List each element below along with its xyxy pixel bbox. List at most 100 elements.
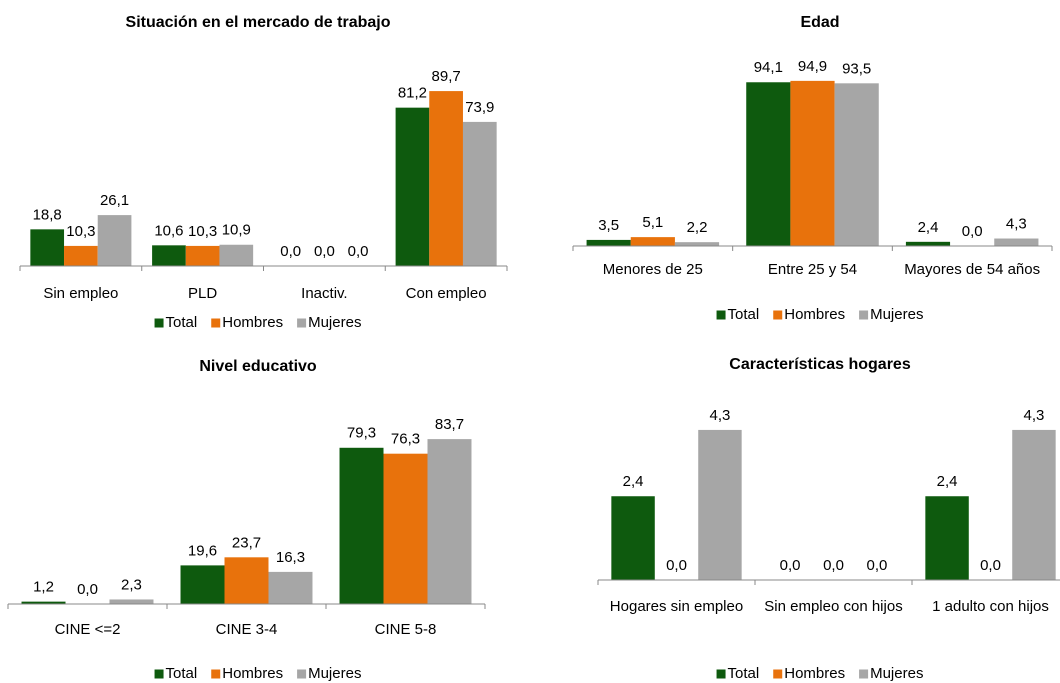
data-label: 10,9 xyxy=(222,222,251,239)
bar xyxy=(109,599,154,604)
legend-swatch xyxy=(211,669,221,679)
data-label: 0,0 xyxy=(77,581,98,598)
bar xyxy=(427,439,472,604)
bar xyxy=(429,91,463,267)
bar xyxy=(790,80,835,247)
x-tick-label: CINE 5-8 xyxy=(374,621,437,638)
x-tick-label: Hogares sin empleo xyxy=(609,598,744,615)
data-label: 4,3 xyxy=(1024,407,1045,424)
bar xyxy=(97,215,132,266)
data-label: 94,9 xyxy=(798,58,827,75)
legend-swatch xyxy=(773,669,783,679)
legend-label: Mujeres xyxy=(870,665,923,682)
data-label: 79,3 xyxy=(347,425,376,442)
x-tick-label: Menores de 25 xyxy=(602,261,703,278)
bar xyxy=(586,239,631,246)
x-tick-label: Con empleo xyxy=(405,285,487,302)
bar xyxy=(30,229,65,266)
bar xyxy=(1012,429,1056,580)
chart-title: Situación en el mercado de trabajo xyxy=(126,14,391,31)
legend-swatch xyxy=(297,318,307,328)
legend-swatch xyxy=(859,310,869,320)
bar xyxy=(994,238,1039,246)
legend-swatch xyxy=(154,669,164,679)
data-label: 0,0 xyxy=(962,223,983,240)
legend-swatch xyxy=(859,669,869,679)
chart-title: Características hogares xyxy=(729,356,911,373)
data-label: 0,0 xyxy=(867,557,888,574)
bar xyxy=(630,237,675,246)
x-tick-label: Sin empleo xyxy=(43,285,119,302)
x-tick-label: CINE <=2 xyxy=(54,621,121,638)
data-label: 0,0 xyxy=(348,243,369,260)
data-label: 0,0 xyxy=(666,557,687,574)
legend-label: Hombres xyxy=(222,314,283,331)
legend-swatch xyxy=(773,310,783,320)
data-label: 0,0 xyxy=(823,557,844,574)
legend-swatch xyxy=(154,318,164,328)
bar xyxy=(674,242,720,246)
data-label: 19,6 xyxy=(188,542,217,559)
x-tick-label: 1 adulto con hijos xyxy=(932,598,1049,615)
legend-label: Mujeres xyxy=(308,314,361,331)
data-label: 2,4 xyxy=(623,473,644,490)
bar xyxy=(185,245,220,266)
data-label: 89,7 xyxy=(432,68,461,85)
chart-title: Nivel educativo xyxy=(199,358,317,375)
legend-label: Hombres xyxy=(784,665,845,682)
bar xyxy=(905,241,951,246)
data-label: 10,3 xyxy=(66,223,95,240)
legend-label: Total xyxy=(166,665,198,682)
data-label: 1,2 xyxy=(33,579,54,596)
data-label: 4,3 xyxy=(1006,215,1027,232)
data-label: 26,1 xyxy=(100,192,129,209)
bar xyxy=(395,107,430,266)
bar xyxy=(268,571,313,604)
data-label: 5,1 xyxy=(642,214,663,231)
x-tick-label: Mayores de 54 años xyxy=(904,261,1041,278)
data-label: 16,3 xyxy=(276,549,305,566)
legend-swatch xyxy=(716,669,726,679)
data-label: 2,4 xyxy=(937,473,958,490)
data-label: 0,0 xyxy=(980,557,1001,574)
chart-title: Edad xyxy=(800,14,839,31)
x-tick-label: Sin empleo con hijos xyxy=(764,598,903,615)
data-label: 10,6 xyxy=(154,222,183,239)
bar xyxy=(224,557,269,604)
x-tick-label: Inactiv. xyxy=(301,285,348,302)
data-label: 18,8 xyxy=(33,206,62,223)
data-label: 76,3 xyxy=(391,431,420,448)
data-label: 4,3 xyxy=(710,407,731,424)
bar xyxy=(180,565,225,604)
legend-label: Hombres xyxy=(784,306,845,323)
legend-label: Mujeres xyxy=(870,306,923,323)
bar xyxy=(462,121,497,267)
legend-swatch xyxy=(716,310,726,320)
data-label: 93,5 xyxy=(842,60,871,77)
bar xyxy=(383,453,428,604)
x-tick-label: PLD xyxy=(188,285,218,302)
legend-swatch xyxy=(297,669,307,679)
data-label: 73,9 xyxy=(465,99,494,116)
bar xyxy=(611,496,655,580)
data-label: 81,2 xyxy=(398,85,427,102)
data-label: 2,2 xyxy=(687,219,708,236)
bar xyxy=(925,496,969,580)
bar xyxy=(64,245,98,266)
bar xyxy=(152,245,186,266)
bar xyxy=(834,83,879,246)
data-label: 94,1 xyxy=(754,59,783,76)
legend-label: Total xyxy=(728,665,760,682)
x-tick-label: Entre 25 y 54 xyxy=(767,261,858,278)
legend-swatch xyxy=(211,318,221,328)
bar xyxy=(219,244,254,266)
data-label: 0,0 xyxy=(314,243,335,260)
data-label: 23,7 xyxy=(232,534,261,551)
data-label: 3,5 xyxy=(598,217,619,234)
legend-label: Total xyxy=(728,306,760,323)
data-label: 2,4 xyxy=(918,219,939,236)
data-label: 0,0 xyxy=(280,243,301,260)
bar xyxy=(21,601,66,604)
